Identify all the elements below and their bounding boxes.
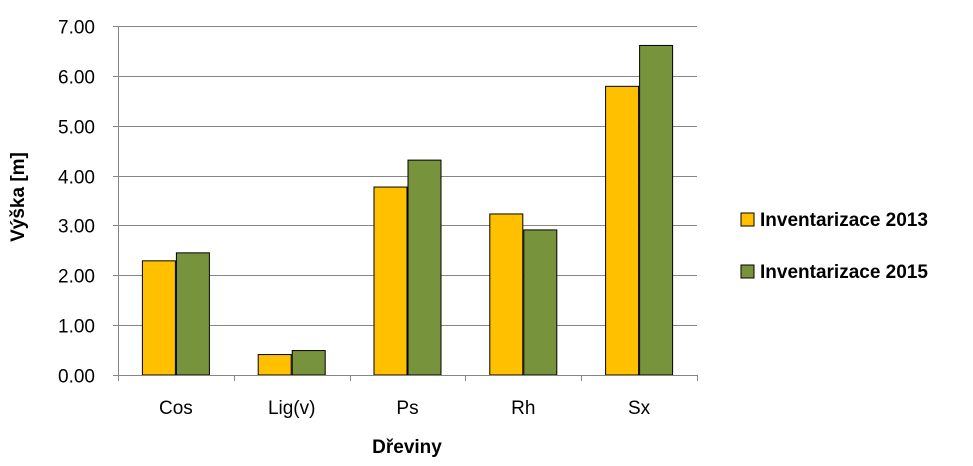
x-tick-label: Lig(v) (268, 398, 316, 419)
x-axis-title: Dřeviny (372, 437, 442, 458)
bar-2013-4 (605, 85, 640, 376)
bar-2015-0 (175, 252, 210, 376)
y-tick-labels: 0.00 1.00 2.00 3.00 4.00 5.00 6.00 7.00 (58, 18, 95, 388)
x-tick-label: Cos (159, 398, 193, 419)
bar-2013-2 (373, 186, 408, 376)
bar-2013-3 (489, 213, 524, 376)
legend-item: Inventarizace 2013 (740, 210, 928, 231)
x-tick-label: Rh (511, 398, 535, 419)
bar-2015-1 (291, 350, 326, 376)
bars (141, 44, 674, 376)
legend-item: Inventarizace 2015 (740, 262, 928, 283)
legend-label-2015: Inventarizace 2015 (760, 262, 928, 283)
legend-swatch-2015 (740, 264, 755, 279)
y-tick-label: 0.00 (58, 367, 95, 388)
axes (113, 26, 698, 381)
bar-2015-4 (639, 44, 674, 376)
legend: Inventarizace 2013 Inventarizace 2015 (740, 210, 928, 283)
y-tick-label: 3.00 (58, 217, 95, 238)
y-tick-label: 5.00 (58, 118, 95, 139)
y-tick-label: 6.00 (58, 68, 95, 89)
legend-swatch-2013 (740, 212, 755, 227)
y-tick-label: 4.00 (58, 168, 95, 189)
x-tick-label: Ps (396, 398, 418, 419)
y-tick-label: 1.00 (58, 317, 95, 338)
bar-2013-0 (141, 260, 176, 376)
bar-2015-2 (407, 159, 442, 376)
bar-2013-1 (257, 354, 292, 376)
y-tick-label: 7.00 (58, 18, 95, 39)
legend-label-2013: Inventarizace 2013 (760, 210, 928, 231)
x-tick-labels: Cos Lig(v) Ps Rh Sx (159, 398, 651, 419)
bar-2015-3 (523, 229, 558, 376)
y-axis-title: Výška [m] (8, 152, 29, 242)
x-tick-label: Sx (628, 398, 651, 419)
y-tick-label: 2.00 (58, 267, 95, 288)
